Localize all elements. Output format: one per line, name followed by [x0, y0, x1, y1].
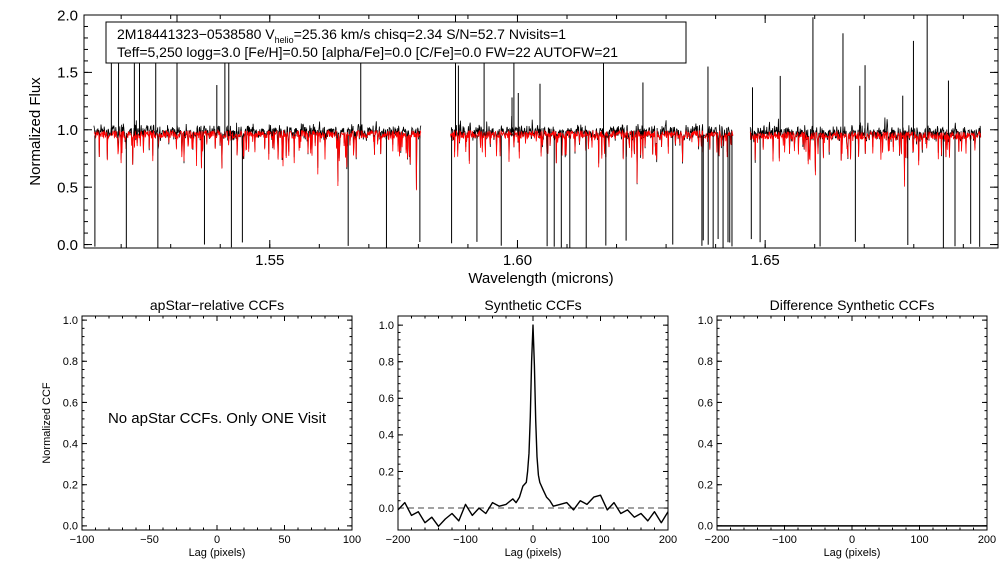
x-tick-label: 100	[591, 534, 609, 546]
x-axis-label: Lag (pixels)	[189, 547, 246, 559]
synthetic-spectrum-chip-2	[450, 129, 734, 184]
info-line-2: Teff=5,250 logg=3.0 [Fe/H]=0.50 [alpha/F…	[117, 44, 618, 60]
y-tick-label: 0.8	[63, 356, 78, 368]
y-tick-label: 0.2	[698, 480, 713, 492]
plot-frame	[397, 315, 669, 531]
y-tick-label: 0.8	[379, 357, 394, 369]
y-tick-label: 0.6	[379, 393, 394, 405]
y-tick-label: 1.0	[379, 320, 394, 332]
info-line-1: 2M18441323−0538580 Vhelio=25.36 km/s chi…	[117, 26, 566, 45]
plot-spectrum: 1.55 1.60 1.65 0.0 0.5 1.0 1.5 2.0 Wavelength (m…	[27, 7, 999, 287]
x-tick-label: −200	[705, 534, 730, 546]
x-tick-label: −100	[772, 534, 797, 546]
y-tick-label: 0.2	[379, 466, 394, 478]
observed-spectrum-chip-2	[450, 115, 734, 185]
y-tick-label: 0.0	[57, 237, 78, 254]
x-axis-label: Wavelength (microns)	[468, 270, 613, 287]
y-tick-label: 2.0	[57, 7, 78, 24]
info-box-frame	[105, 21, 687, 64]
plot-synthetic: −200 −100 0 100 200 0.0 0.2 0.4 0.6 0.8 1.0 Lag (pi…	[379, 297, 677, 559]
y-tick-label: 1.0	[698, 315, 713, 327]
y-tick-label: 1.0	[57, 122, 78, 139]
y-tick-label: 0.0	[63, 521, 78, 533]
y-axis-label: Normalized Flux	[27, 77, 44, 186]
info-values: =25.36 km/s chisq=2.34 S/N=52.7 Nvisits=…	[294, 26, 567, 42]
y-tick-label: 0.6	[698, 397, 713, 409]
no-ccf-message: No apStar CCFs. Only ONE Visit	[108, 410, 327, 427]
x-tick-label: 0	[530, 534, 536, 546]
y-tick-label: 0.4	[698, 438, 713, 450]
y-tick-label: 0.0	[698, 521, 713, 533]
plot-frame	[83, 14, 999, 249]
y-tick-label: 0.0	[379, 503, 394, 515]
x-tick-label: 0	[214, 534, 220, 546]
x-tick-label: −100	[70, 534, 95, 546]
synthetic-spectrum-chip-3	[749, 130, 982, 187]
y-axis-label: Normalized CCF	[41, 382, 53, 464]
plot-apstar: −100 −50 0 50 100 0.0 0.2 0.4 0.6 0.8 1.0 Lag (pixe…	[41, 297, 361, 559]
spectrum-data	[93, 15, 982, 248]
x-tick-label: 100	[343, 534, 361, 546]
chart-title: apStar−relative CCFs	[150, 297, 284, 313]
y-tick-label: 0.6	[63, 397, 78, 409]
y-tick-label: 0.4	[379, 430, 394, 442]
vhelio-subscript: helio	[275, 35, 294, 45]
y-tick-label: 1.5	[57, 65, 78, 82]
info-box: 2M18441323−0538580 Vhelio=25.36 km/s chi…	[105, 21, 687, 64]
x-tick-label: −100	[453, 534, 478, 546]
plot-difference: −200 −100 0 100 200 0.0 0.2 0.4 0.6 0.8 1.0 Lag (pi…	[698, 297, 996, 559]
ccf-curve	[397, 324, 669, 527]
y-tick-label: 0.5	[57, 179, 78, 196]
y-tick-label: 0.4	[63, 438, 78, 450]
star-id: 2M18441323−0538580 V	[117, 26, 275, 42]
synthetic-spectrum-chip-1	[93, 128, 422, 191]
x-tick-label: 1.65	[751, 252, 780, 269]
x-tick-label: 0	[849, 534, 855, 546]
x-tick-label: −50	[140, 534, 159, 546]
chart-title: Synthetic CCFs	[484, 297, 581, 313]
plot-frame	[716, 315, 988, 531]
x-tick-label: 50	[278, 534, 290, 546]
x-tick-label: −200	[386, 534, 411, 546]
chart-title: Difference Synthetic CCFs	[770, 297, 935, 313]
y-tick-label: 0.2	[63, 480, 78, 492]
y-tick-label: 0.8	[698, 356, 713, 368]
x-tick-label: 200	[659, 534, 677, 546]
x-tick-label: 1.55	[255, 252, 284, 269]
x-axis-label: Lag (pixels)	[824, 547, 881, 559]
x-tick-label: 1.60	[503, 252, 532, 269]
y-tick-label: 1.0	[63, 315, 78, 327]
x-tick-label: 100	[910, 534, 928, 546]
x-tick-label: 200	[978, 534, 996, 546]
x-axis-label: Lag (pixels)	[505, 547, 562, 559]
